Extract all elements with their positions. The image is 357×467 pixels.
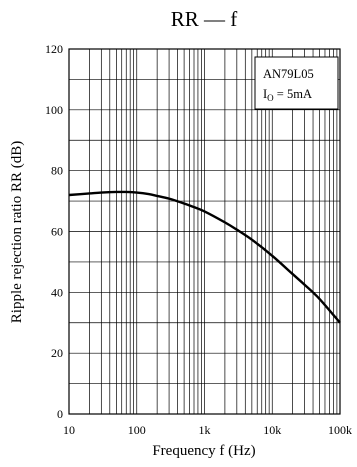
x-tick-label: 1k <box>199 423 211 437</box>
y-tick-label: 80 <box>51 164 63 178</box>
x-tick-label: 100k <box>328 423 352 437</box>
y-tick-label: 60 <box>51 225 63 239</box>
plot-frame <box>68 48 341 415</box>
y-tick-label: 100 <box>45 103 63 117</box>
y-tick-label: 40 <box>51 285 63 299</box>
x-axis-label: Frequency f (Hz) <box>152 443 255 459</box>
y-tick-label: 0 <box>57 407 63 421</box>
chart-title: RR — f <box>171 7 238 31</box>
x-tick-label: 100 <box>128 423 146 437</box>
y-tick-label: 120 <box>45 42 63 56</box>
legend-background <box>254 56 339 110</box>
legend-device: AN79L05 <box>263 67 314 81</box>
series-rr-curve <box>68 190 341 324</box>
grid <box>69 49 340 414</box>
legend-condition: IO = 5mA <box>263 87 312 103</box>
legend-box: AN79L05 IO = 5mA <box>254 56 339 110</box>
y-tick-label: 20 <box>51 346 63 360</box>
x-tick-label: 10k <box>263 423 281 437</box>
y-tick-labels: 0 20 40 60 80 100 120 <box>45 42 63 421</box>
x-tick-labels: 10 100 1k 10k 100k <box>63 423 352 437</box>
y-axis-label: Ripple rejection ratio RR (dB) <box>9 141 25 323</box>
x-tick-label: 10 <box>63 423 75 437</box>
